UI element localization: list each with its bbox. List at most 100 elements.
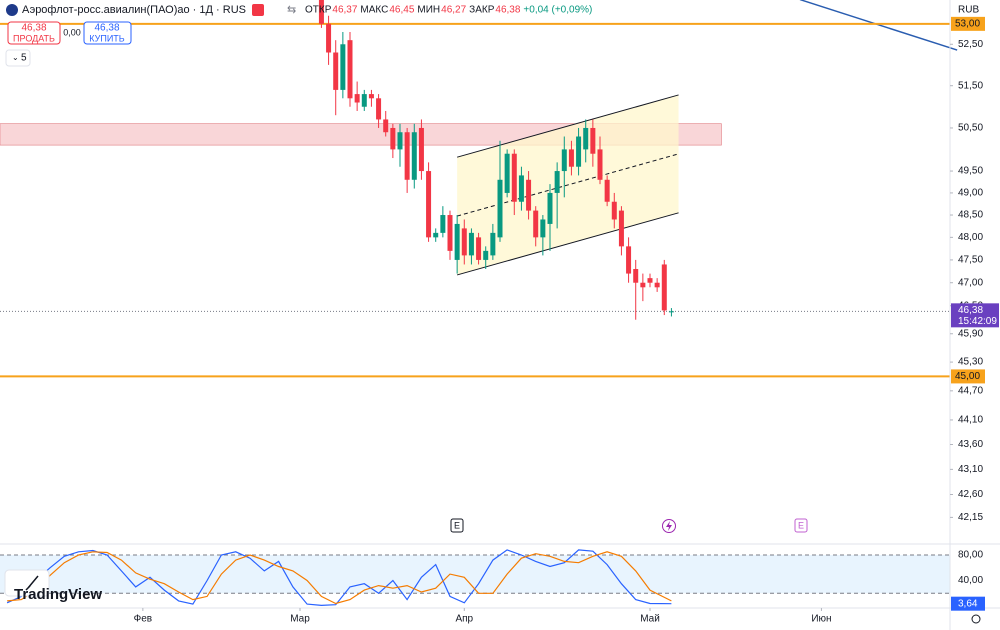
last-price-time: 15:42:09 <box>958 316 997 327</box>
logo: TradingView <box>14 586 102 603</box>
ohlc-label: МИН <box>417 5 440 16</box>
x-tick-label: Июн <box>811 614 831 625</box>
candle-body <box>347 40 353 99</box>
event-marker[interactable] <box>794 518 808 533</box>
candle-body <box>476 237 482 260</box>
y-tick-label: 52,50 <box>958 39 983 50</box>
candle-body <box>568 149 574 167</box>
candle-body <box>447 215 453 251</box>
candle-body <box>468 232 474 256</box>
candle-body <box>561 149 567 172</box>
candle-body <box>583 127 589 150</box>
candle-body <box>333 52 339 90</box>
symbol[interactable]: Аэрофлот-росс.авиалин(ПАО)ао · 1Д · RUS <box>22 4 246 16</box>
candle-body <box>526 179 532 211</box>
candle-body <box>611 201 617 220</box>
candle-body <box>483 250 489 260</box>
y-tick-label: 45,30 <box>958 357 983 368</box>
candle-body <box>618 210 624 247</box>
stoch-tick-label: 40,00 <box>958 575 983 586</box>
candle-body <box>383 119 389 133</box>
ohlc-value: 46,27 <box>441 5 466 16</box>
y-tick-label: 51,50 <box>958 80 983 91</box>
candle-body <box>647 278 653 283</box>
chevron: ⌄ <box>12 53 19 62</box>
candle-body <box>454 223 460 260</box>
price-label: 53,00 <box>955 18 980 29</box>
ohlc-value: 46,45 <box>389 5 414 16</box>
candle-body <box>390 127 396 150</box>
candle-body <box>654 282 660 288</box>
symbol-logo <box>6 4 18 16</box>
sell-price: 46,38 <box>21 23 46 34</box>
y-tick-label: 42,15 <box>958 512 983 523</box>
indicators-count: 5 <box>21 53 27 64</box>
ohlc-label: ЗАКР <box>469 5 495 16</box>
channel-upper <box>457 94 679 158</box>
candle-body <box>440 215 446 233</box>
candle-body <box>376 98 382 120</box>
y-tick-label: 49,00 <box>958 188 983 199</box>
event-marker[interactable] <box>450 518 464 533</box>
channel-lower <box>457 212 679 276</box>
y-tick-label: 45,90 <box>958 328 983 339</box>
y-tick-label: 44,10 <box>958 415 983 426</box>
y-tick-label: 47,50 <box>958 255 983 266</box>
x-tick-label: Апр <box>455 614 473 625</box>
candle-body <box>397 132 403 150</box>
candle-body <box>661 264 667 311</box>
candle-body <box>404 132 410 180</box>
x-tick-label: Фев <box>134 614 152 625</box>
price-label-bg <box>951 369 985 384</box>
ohlc-value: 46,38 <box>495 5 520 16</box>
candle-body <box>604 179 610 202</box>
y-tick-label: 42,60 <box>958 489 983 500</box>
y-tick-label: 48,00 <box>958 232 983 243</box>
y-tick-label: 50,50 <box>958 123 983 134</box>
last-price-bg <box>951 303 999 328</box>
last-price-label: 46,38 <box>958 305 983 316</box>
candle-body <box>633 269 639 283</box>
y-tick-label: 47,00 <box>958 277 983 288</box>
currency: RUB <box>958 5 979 16</box>
flag-icon[interactable] <box>252 4 264 16</box>
stoch-value-label: 3,64 <box>958 598 978 609</box>
candle-body <box>533 210 539 238</box>
stoch-d <box>7 551 672 605</box>
candle-body <box>547 192 553 224</box>
sell-button[interactable] <box>7 21 61 45</box>
event-label: E <box>798 520 804 530</box>
axes: 53,00 45,00 52,50 51,50 50,50 49,50 49,00 48,50… <box>134 16 999 625</box>
candle-body <box>426 171 432 238</box>
candle-body <box>597 149 603 180</box>
candle-body <box>626 246 632 274</box>
plot <box>0 0 958 607</box>
sell-label: ПРОДАТЬ <box>13 33 55 43</box>
y-tick-label: 48,50 <box>958 210 983 221</box>
change: +0,04 (+0,09%) <box>523 5 592 16</box>
candle-body <box>411 132 417 180</box>
spread: 0,00 <box>63 27 81 37</box>
channel-middle <box>457 153 679 217</box>
buy-price: 46,38 <box>94 23 119 34</box>
candle-body <box>354 94 360 103</box>
compare-icon[interactable]: ⇆ <box>287 4 296 16</box>
stoch-tick-label: 80,00 <box>958 550 983 561</box>
x-tick-label: Май <box>640 614 660 625</box>
buy-label: КУПИТЬ <box>89 33 124 43</box>
ohlc: ОТКР 46,37 МАКС 46,45 МИН 46,27 ЗАКР 46,38 +0,04… <box>305 5 592 16</box>
ohlc-value: 46,37 <box>332 5 357 16</box>
candle-body <box>490 232 496 256</box>
candle-body <box>540 219 546 238</box>
settings-icon[interactable] <box>971 614 981 624</box>
y-tick-label: 49,50 <box>958 166 983 177</box>
price-label: 45,00 <box>955 371 980 382</box>
candle-body <box>461 228 467 256</box>
candle-body <box>576 136 582 167</box>
buy-button[interactable] <box>83 21 132 45</box>
candle-body <box>418 127 424 172</box>
stoch-value-bg <box>951 596 985 611</box>
indicators-chip[interactable] <box>5 49 31 67</box>
candle-body <box>433 232 439 238</box>
